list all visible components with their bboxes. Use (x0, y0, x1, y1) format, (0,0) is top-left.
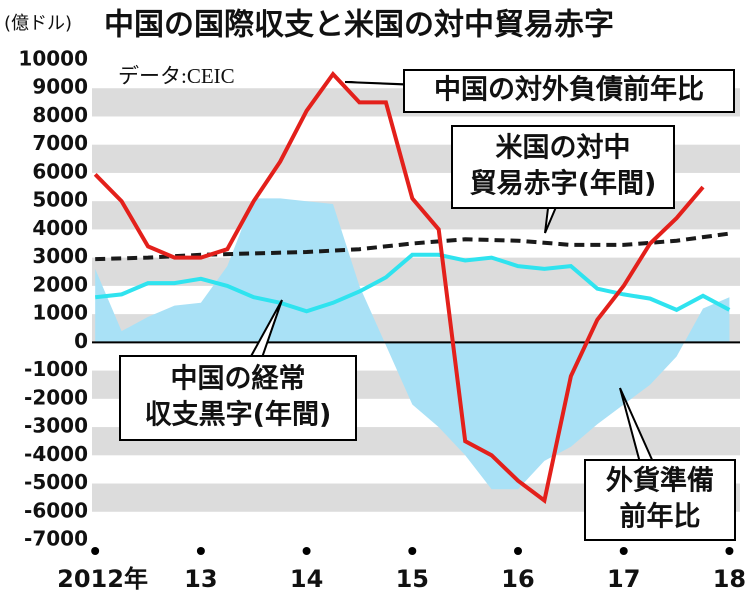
x-tick-label: 15 (396, 565, 429, 593)
line (93, 70, 705, 504)
callout-cover (453, 127, 673, 207)
y-tick-label: 1000 (32, 301, 88, 325)
x-tick-dot (619, 547, 628, 555)
y-tick-label: -2000 (24, 385, 88, 409)
x-tick-label: 14 (290, 565, 323, 593)
line (94, 252, 731, 314)
x-tick-dot (196, 547, 205, 555)
y-tick-label: -7000 (24, 527, 88, 551)
y-tick-label: 5000 (32, 188, 88, 212)
callout-label: 外貨準備 (606, 465, 714, 497)
y-tick-label: -3000 (24, 414, 88, 438)
x-tick-dot (91, 547, 100, 555)
callout-label: 前年比 (620, 501, 701, 533)
callout-label: 貿易赤字(年間) (470, 168, 657, 200)
x-tick-label: 2012年 (57, 565, 148, 593)
y-tick-label: -6000 (24, 498, 88, 522)
callout-label: 中国の対外負債前年比 (434, 74, 704, 106)
y-tick-label: -4000 (24, 442, 88, 466)
line (95, 231, 730, 262)
y-tick-label: 9000 (32, 75, 88, 99)
y-tick-label: -1000 (24, 357, 88, 381)
y-tick-label: 7000 (32, 131, 88, 155)
x-tick-label: 17 (607, 565, 640, 593)
y-unit: (億ドル) (4, 13, 72, 34)
area (95, 198, 730, 490)
callout-cover (121, 357, 355, 439)
x-tick-label: 18 (713, 565, 746, 593)
y-tick-label: 8000 (32, 103, 88, 127)
x-tick-dot (408, 547, 417, 555)
callout-cover (586, 461, 734, 539)
chart-title: 中国の国際収支と米国の対中貿易赤字 (104, 8, 614, 43)
x-tick-dot (302, 547, 311, 555)
y-tick-label: 6000 (32, 159, 88, 183)
callout-label: 収支黒字(年間) (145, 399, 332, 431)
y-tick-label: 4000 (32, 216, 88, 240)
x-tick-dot (514, 547, 523, 555)
x-tick-label: 13 (184, 565, 217, 593)
y-tick-label: 10000 (18, 47, 88, 71)
callout-cover (405, 71, 733, 111)
callout-label: 米国の対中 (496, 133, 631, 164)
y-tick-label: 2000 (32, 272, 88, 296)
x-tick-label: 16 (501, 565, 534, 593)
y-tick-label: 0 (74, 329, 88, 353)
y-tick-label: 3000 (32, 244, 88, 268)
x-tick-dot (725, 547, 734, 555)
y-tick-label: -5000 (24, 470, 88, 494)
callout-label: 中国の経常 (171, 363, 306, 395)
source-note: データ:CEIC (118, 64, 235, 88)
